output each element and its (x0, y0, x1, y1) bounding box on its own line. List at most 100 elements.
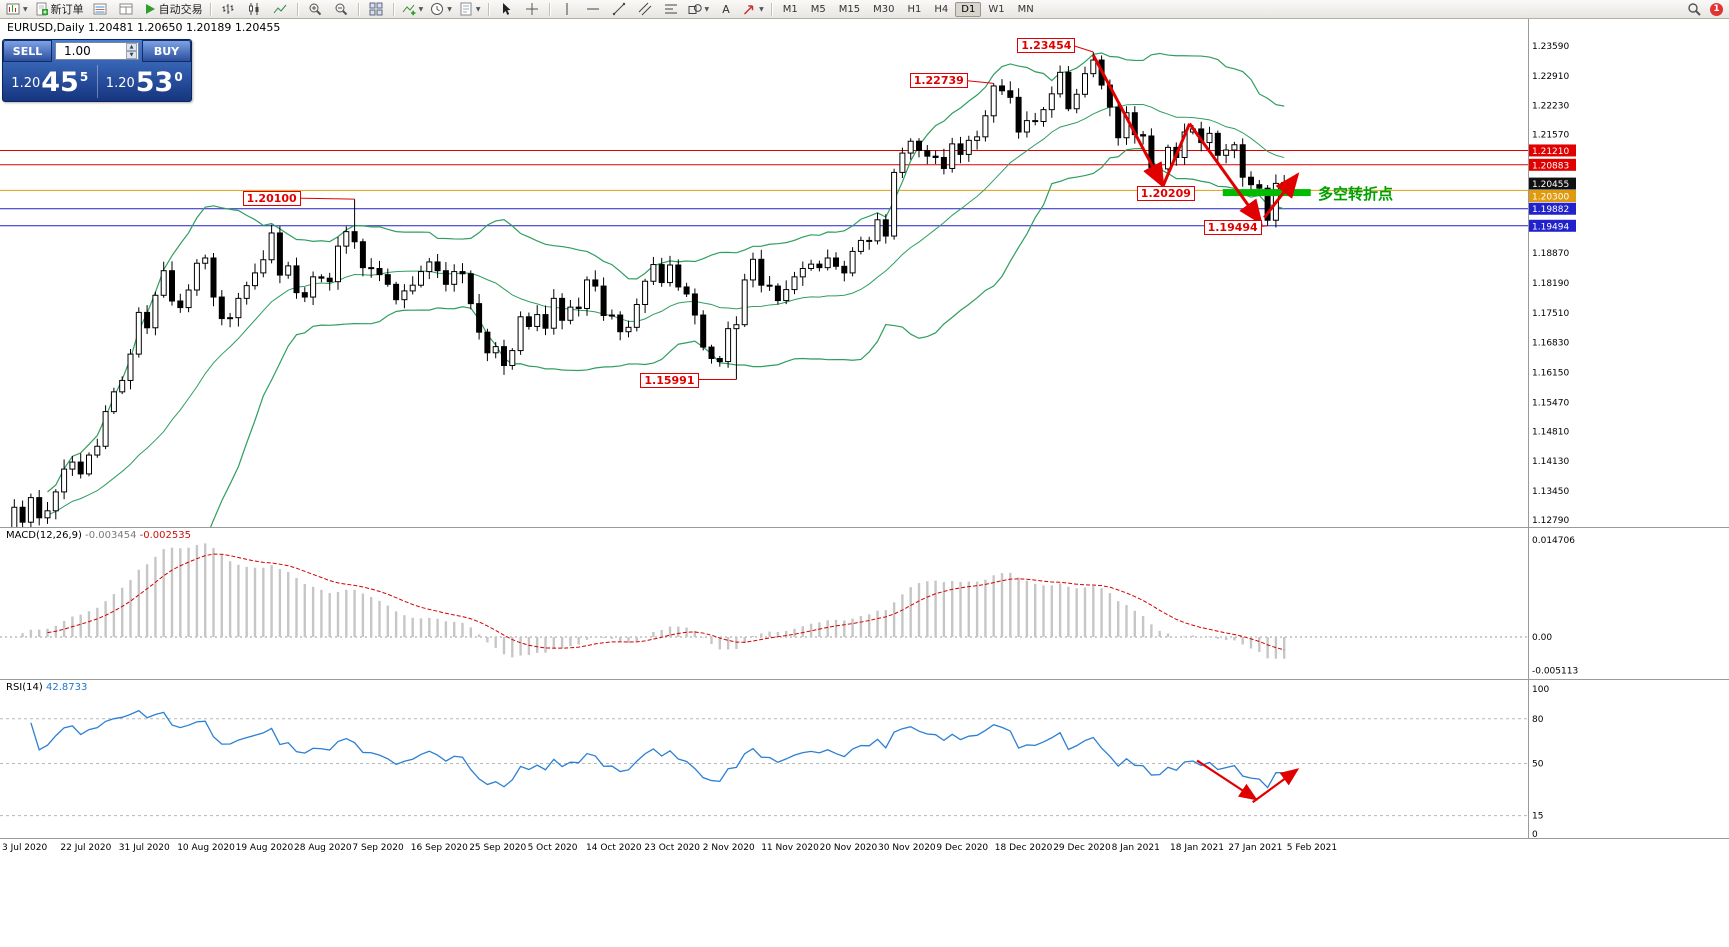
zoom-in-icon[interactable] (303, 0, 328, 19)
fibonacci-icon[interactable] (659, 0, 684, 19)
svg-text:19 Aug 2020: 19 Aug 2020 (236, 843, 294, 853)
price-annotation[interactable]: 1.19494 (1203, 219, 1262, 235)
timeframe-m30[interactable]: M30 (873, 3, 895, 15)
buy-price[interactable]: 1.20 53 0 (98, 62, 192, 101)
svg-text:1.21210: 1.21210 (1532, 147, 1569, 157)
buy-price-big: 53 (135, 67, 174, 98)
notifications-badge[interactable]: 1 (1710, 2, 1723, 16)
shapes-icon[interactable]: ▼ (685, 0, 713, 19)
sell-price[interactable]: 1.20 45 5 (3, 62, 97, 101)
svg-text:1.17510: 1.17510 (1532, 309, 1569, 319)
text-icon[interactable]: A (713, 0, 738, 19)
templates-icon[interactable]: ▼ (456, 0, 484, 19)
svg-text:16 Sep 2020: 16 Sep 2020 (411, 843, 468, 853)
timeframe-d1[interactable]: D1 (955, 1, 982, 17)
indicators-icon[interactable]: ▼ (399, 0, 427, 19)
vline-glyph (566, 3, 568, 15)
timeframe-m5[interactable]: M5 (810, 3, 826, 15)
buy-button[interactable]: BUY (142, 40, 191, 62)
crosshair-icon[interactable] (520, 0, 545, 19)
equidistant-channel-icon[interactable] (633, 0, 658, 19)
zoom-out-icon[interactable] (329, 0, 354, 19)
timeframe-w1[interactable]: W1 (988, 3, 1005, 15)
svg-text:23 Oct 2020: 23 Oct 2020 (644, 843, 700, 853)
svg-text:1.19494: 1.19494 (1532, 222, 1569, 232)
svg-text:1.13450: 1.13450 (1532, 487, 1569, 497)
price-axis[interactable] (1528, 19, 1729, 820)
bars-glyph (222, 4, 234, 14)
new-order-button[interactable]: 新订单 (32, 0, 87, 19)
svg-text:9 Dec 2020: 9 Dec 2020 (936, 843, 988, 853)
vertical-line-icon[interactable] (555, 0, 580, 19)
price-annotation[interactable]: 1.15991 (640, 372, 699, 388)
timeframe-h4[interactable]: H4 (934, 3, 949, 15)
lot-spinner: ▲ ▼ (126, 43, 137, 59)
chart-svg: 1.23590 1.22910 1.22230 1.21570 1.18870 1.181… (0, 19, 1729, 853)
svg-text:50: 50 (1532, 760, 1544, 770)
svg-text:0: 0 (1532, 830, 1538, 840)
bar-chart-icon[interactable] (216, 0, 241, 19)
price-annotation[interactable]: 1.22739 (909, 73, 968, 89)
toolbar-separator (209, 2, 212, 16)
timeframe-m15[interactable]: M15 (838, 3, 861, 15)
timeframe-m1[interactable]: M1 (782, 3, 798, 15)
chevron-down-icon: ▼ (418, 5, 424, 13)
turning-point-label[interactable]: 多空转折点 (1318, 185, 1394, 203)
svg-text:0.00: 0.00 (1532, 633, 1552, 643)
autotrading-button[interactable]: 自动交易 (140, 0, 206, 19)
dwin-glyph (119, 3, 133, 15)
search-icon[interactable] (1681, 0, 1706, 19)
lot-value: 1.00 (64, 44, 91, 58)
arrow-tools-icon[interactable]: ▼ (739, 0, 767, 19)
chevron-down-icon: ▼ (759, 5, 764, 13)
svg-text:1.18870: 1.18870 (1532, 249, 1569, 259)
buy-price-base: 1.20 (105, 76, 135, 91)
periods-icon[interactable]: ▼ (427, 0, 455, 19)
svg-text:29 Dec 2020: 29 Dec 2020 (1053, 843, 1111, 853)
sell-price-pip: 5 (79, 70, 89, 84)
trendline-icon[interactable] (607, 0, 632, 19)
svg-text:14 Oct 2020: 14 Oct 2020 (586, 843, 642, 853)
chevron-down-icon: ▼ (704, 5, 710, 13)
candlestick-chart-icon[interactable] (242, 0, 267, 19)
chan-glyph (638, 2, 652, 16)
timeframe-mn[interactable]: MN (1017, 3, 1034, 15)
svg-text:A: A (722, 3, 730, 16)
lot-increase-button[interactable]: ▲ (126, 43, 137, 51)
price-annotation[interactable]: 1.23454 (1017, 37, 1076, 53)
market-watch-icon[interactable] (88, 0, 113, 19)
sell-button[interactable]: SELL (3, 40, 52, 62)
chart-canvas[interactable]: 1.23590 1.22910 1.22230 1.21570 1.18870 1.181… (0, 19, 1729, 944)
svg-text:1.14810: 1.14810 (1532, 427, 1569, 437)
svg-text:8 Jan 2021: 8 Jan 2021 (1112, 843, 1160, 853)
toolbar-separator (487, 2, 490, 16)
toolbar-separator (548, 2, 551, 16)
tile-glyph (369, 2, 383, 16)
lot-size-input[interactable]: 1.00 ▲ ▼ (55, 42, 139, 60)
svg-text:1.22910: 1.22910 (1532, 72, 1569, 82)
lot-decrease-button[interactable]: ▼ (126, 51, 137, 59)
svg-text:2 Nov 2020: 2 Nov 2020 (703, 843, 755, 853)
svg-text:1.15470: 1.15470 (1532, 398, 1569, 408)
price-annotation[interactable]: 1.20209 (1136, 186, 1195, 202)
shapes-glyph (688, 4, 702, 14)
toolbar-separator (296, 2, 299, 16)
timeframe-h1[interactable]: H1 (907, 3, 922, 15)
new-chart-icon[interactable]: ▼ (3, 0, 31, 19)
tile-windows-icon[interactable] (364, 0, 389, 19)
svg-text:1.23590: 1.23590 (1532, 42, 1569, 52)
horizontal-line-icon[interactable] (581, 0, 606, 19)
play-glyph (145, 4, 155, 14)
svg-text:22 Jul 2020: 22 Jul 2020 (60, 843, 111, 853)
data-window-icon[interactable] (114, 0, 139, 19)
date-axis[interactable] (0, 839, 1528, 856)
trend-glyph (612, 2, 626, 16)
zout-glyph (335, 3, 348, 16)
price-annotation[interactable]: 1.20100 (242, 191, 301, 207)
zin-glyph (309, 3, 322, 16)
cursor-icon[interactable] (494, 0, 519, 19)
svg-text:27 Jan 2021: 27 Jan 2021 (1228, 843, 1282, 853)
svg-text:1.19882: 1.19882 (1532, 205, 1569, 215)
line-chart-icon[interactable] (268, 0, 293, 19)
chevron-down-icon: ▼ (447, 5, 452, 13)
